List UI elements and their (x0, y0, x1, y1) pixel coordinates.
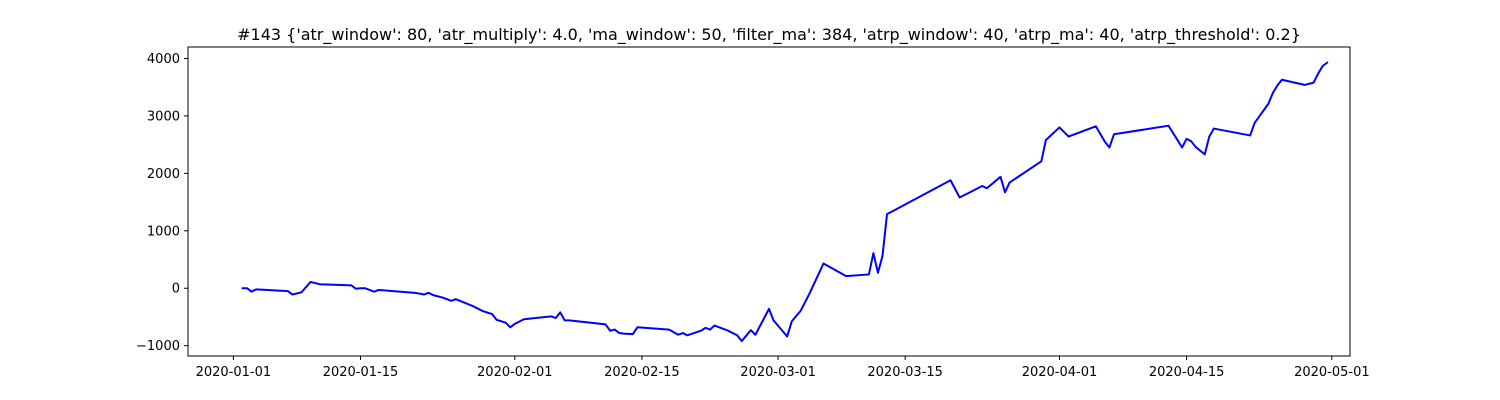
x-tick-label: 2020-03-01 (740, 365, 816, 380)
y-tick-label: 2000 (147, 167, 180, 182)
x-tick-label: 2020-02-15 (604, 365, 680, 380)
x-tick-label: 2020-02-01 (477, 365, 553, 380)
chart-title: #143 {'atr_window': 80, 'atr_multiply': … (237, 25, 1301, 45)
x-tick-label: 2020-01-01 (196, 365, 272, 380)
series-line-1 (241, 61, 1329, 343)
series-layer (241, 61, 1329, 343)
x-tick-label: 2020-05-01 (1294, 365, 1370, 380)
y-tick-label: 1000 (147, 224, 180, 239)
x-tick-label: 2020-04-15 (1149, 365, 1225, 380)
x-tick-label: 2020-01-15 (323, 365, 399, 380)
y-axis: −1000 0 1000 2000 3000 4000 (136, 52, 188, 354)
y-tick-label: 4000 (147, 52, 180, 67)
x-tick-label: 2020-04-01 (1022, 365, 1098, 380)
x-tick-label: 2020-03-15 (867, 365, 943, 380)
x-axis: 2020-01-01 2020-01-15 2020-02-01 2020-02-15… (196, 356, 1370, 380)
y-tick-label: −1000 (136, 339, 180, 354)
y-tick-label: 3000 (147, 109, 180, 124)
y-tick-label: 0 (172, 282, 180, 297)
plot-area-frame (187, 46, 1351, 357)
